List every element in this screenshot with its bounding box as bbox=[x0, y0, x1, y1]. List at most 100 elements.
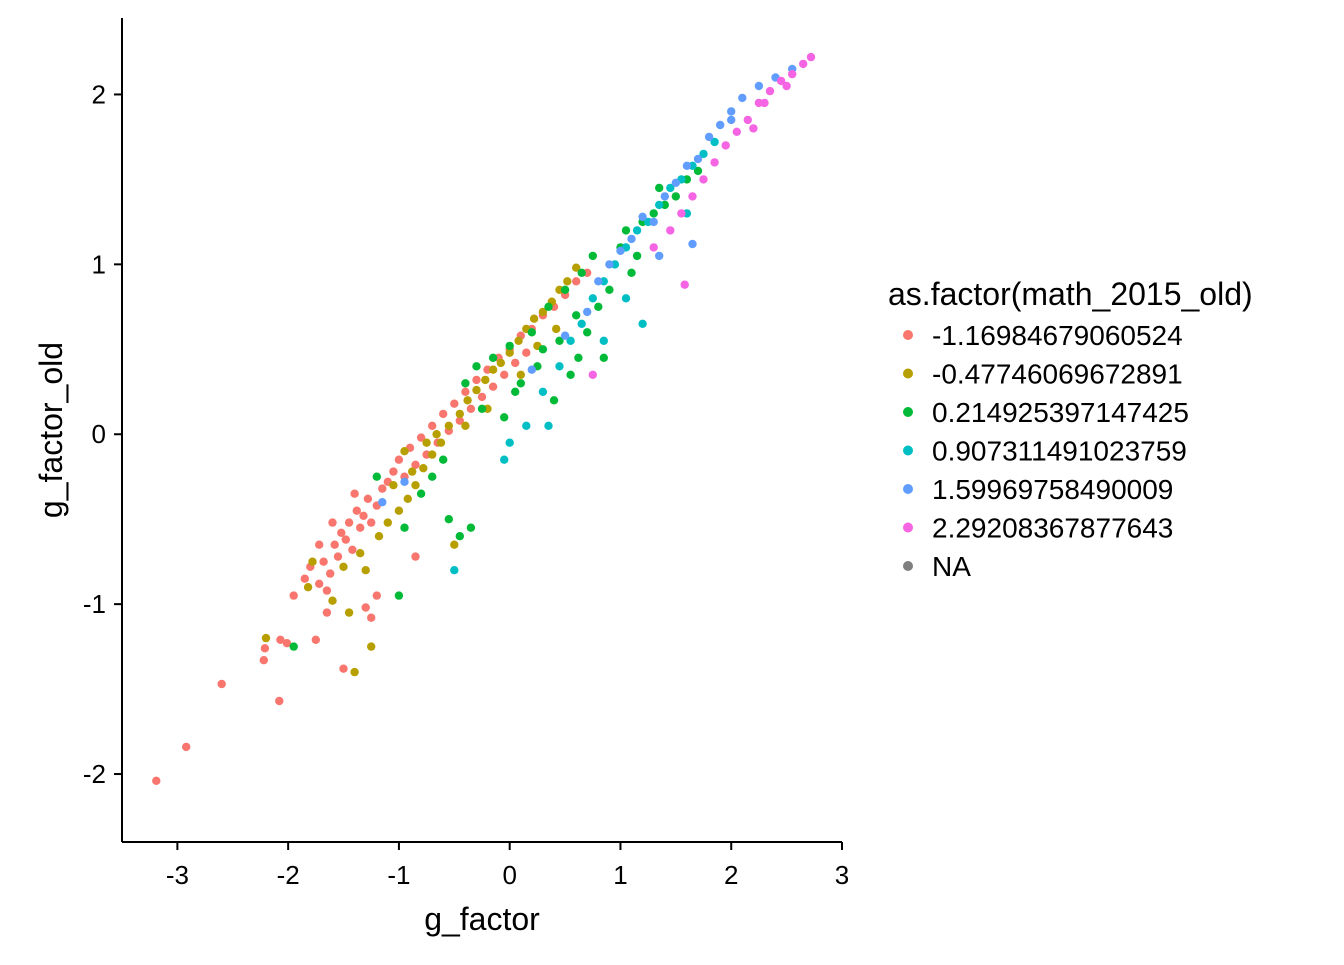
data-point bbox=[363, 494, 373, 503]
data-point bbox=[408, 467, 417, 476]
data-point bbox=[337, 528, 346, 537]
data-point bbox=[574, 353, 583, 362]
data-point bbox=[538, 307, 548, 317]
data-point bbox=[389, 467, 398, 476]
y-tick-label: 1 bbox=[92, 249, 106, 279]
legend-key bbox=[903, 445, 913, 456]
data-point bbox=[782, 81, 791, 91]
data-point bbox=[716, 120, 725, 130]
data-point bbox=[472, 362, 481, 371]
data-point bbox=[627, 268, 636, 277]
data-point bbox=[339, 664, 348, 673]
data-point bbox=[538, 387, 548, 396]
data-point bbox=[544, 302, 553, 311]
data-point bbox=[527, 328, 536, 337]
data-point bbox=[463, 396, 472, 405]
data-point bbox=[505, 438, 514, 447]
data-point bbox=[594, 277, 603, 286]
data-point bbox=[477, 404, 487, 413]
data-point bbox=[411, 552, 420, 561]
data-point bbox=[621, 226, 631, 235]
data-point bbox=[367, 518, 376, 527]
data-point bbox=[500, 413, 509, 422]
data-point bbox=[710, 137, 719, 147]
data-point bbox=[555, 362, 564, 371]
data-point bbox=[732, 127, 741, 136]
x-tick-label: 1 bbox=[613, 860, 627, 890]
data-point bbox=[688, 239, 697, 249]
data-point bbox=[621, 294, 631, 303]
data-point bbox=[588, 294, 597, 303]
data-point bbox=[500, 455, 509, 464]
data-point bbox=[514, 336, 523, 345]
data-point bbox=[400, 523, 409, 532]
data-point bbox=[799, 59, 808, 69]
data-point bbox=[649, 217, 658, 227]
data-point bbox=[529, 314, 539, 323]
data-point bbox=[655, 200, 664, 210]
data-point bbox=[552, 324, 561, 334]
data-point bbox=[682, 161, 692, 170]
legend-label: 2.29208367877643 bbox=[932, 513, 1173, 544]
data-point bbox=[511, 387, 520, 396]
data-point bbox=[383, 518, 392, 527]
data-point bbox=[455, 409, 464, 419]
data-point bbox=[616, 246, 625, 255]
data-point bbox=[428, 421, 437, 430]
data-point bbox=[516, 370, 525, 379]
data-point bbox=[308, 557, 317, 566]
axes-layer: -3 -2 -1 0 1 2 3 -2 -1 0 1 2 bbox=[83, 18, 849, 890]
data-point bbox=[627, 234, 636, 244]
data-point bbox=[341, 535, 350, 544]
data-point bbox=[450, 399, 459, 408]
data-point bbox=[394, 591, 404, 600]
data-point bbox=[776, 76, 786, 86]
legend-label: 0.907311491023759 bbox=[932, 436, 1187, 467]
data-point bbox=[572, 277, 581, 286]
legend-key bbox=[903, 407, 913, 417]
data-point bbox=[315, 579, 324, 588]
legend: as.factor(math_2015_old) -1.169846790605… bbox=[888, 276, 1253, 582]
data-point bbox=[436, 438, 446, 447]
data-point bbox=[481, 375, 490, 385]
legend-label: -1.16984679060524 bbox=[932, 320, 1183, 351]
data-point bbox=[577, 319, 586, 328]
data-point bbox=[461, 421, 470, 430]
data-point bbox=[749, 124, 758, 133]
data-point bbox=[583, 307, 592, 317]
data-point bbox=[505, 348, 514, 357]
y-axis-title: g_factor_old bbox=[33, 342, 69, 518]
data-point bbox=[671, 192, 680, 201]
data-point bbox=[328, 518, 337, 527]
x-tick-label: 2 bbox=[724, 860, 738, 890]
data-point bbox=[496, 358, 505, 368]
data-point bbox=[505, 341, 514, 351]
data-point bbox=[638, 319, 647, 328]
data-point bbox=[261, 633, 271, 643]
data-point bbox=[330, 540, 339, 549]
data-point bbox=[738, 93, 747, 103]
data-point bbox=[588, 251, 597, 261]
legend-label: -0.47746069672891 bbox=[932, 359, 1183, 390]
data-point bbox=[563, 277, 572, 286]
data-point bbox=[743, 115, 752, 125]
data-point bbox=[152, 776, 161, 785]
data-point bbox=[328, 596, 337, 605]
x-tick-label: -3 bbox=[166, 860, 189, 890]
data-point bbox=[461, 387, 470, 396]
data-point bbox=[182, 742, 191, 752]
data-point bbox=[649, 243, 658, 252]
x-tick-label: 3 bbox=[835, 860, 849, 890]
data-point bbox=[572, 263, 581, 272]
data-point bbox=[760, 98, 769, 108]
data-point bbox=[322, 586, 332, 595]
data-point bbox=[583, 328, 592, 337]
data-point bbox=[655, 183, 664, 193]
data-point bbox=[477, 392, 487, 402]
data-point bbox=[660, 192, 669, 201]
data-point bbox=[326, 569, 335, 578]
data-point bbox=[378, 484, 387, 493]
data-point bbox=[754, 81, 764, 91]
data-point bbox=[374, 532, 384, 541]
